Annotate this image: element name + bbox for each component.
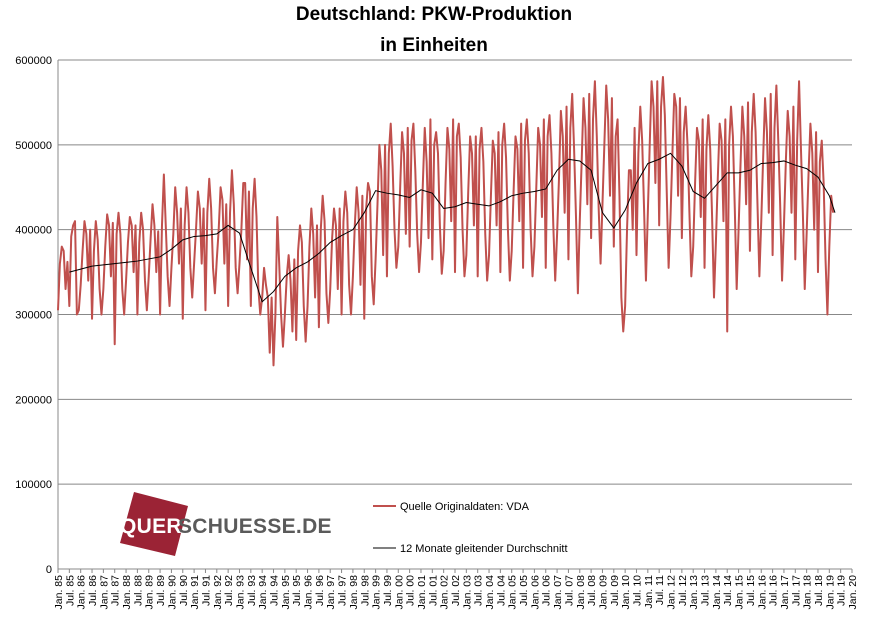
x-tick-label: Jul. 01 <box>427 575 439 606</box>
y-tick-label: 100000 <box>15 479 52 491</box>
x-tick-label: Jan. 93 <box>234 575 246 610</box>
x-tick-label: Jan. 05 <box>507 575 519 610</box>
x-tick-label: Jan. 03 <box>461 575 473 610</box>
x-tick-label: Jan. 13 <box>688 575 700 610</box>
x-tick-label: Jan. 98 <box>348 575 360 610</box>
x-tick-label: Jul. 90 <box>178 575 190 606</box>
series-line-moving-average <box>69 152 836 303</box>
x-tick-label: Jan. 15 <box>734 575 746 610</box>
x-tick-label: Jan. 16 <box>756 575 768 610</box>
logo-text-grey: SCHUESSE.DE <box>178 515 332 538</box>
y-tick-label: 200000 <box>15 394 52 406</box>
legend-label-avg: 12 Monate gleitender Durchschnitt <box>400 543 568 555</box>
x-tick-label: Jul. 06 <box>541 575 553 606</box>
x-tick-label: Jul. 98 <box>359 575 371 606</box>
x-tick-label: Jul. 03 <box>473 575 485 606</box>
x-tick-label: Jan. 96 <box>303 575 315 610</box>
x-tick-label: Jul. 87 <box>110 575 122 606</box>
x-tick-label: Jan. 20 <box>847 575 859 610</box>
x-tick-label: Jul. 96 <box>314 575 326 606</box>
x-tick-label: Jan. 91 <box>189 575 201 610</box>
logo-emblem <box>120 492 188 556</box>
y-tick-label: 300000 <box>15 310 52 322</box>
x-tick-label: Jul. 19 <box>836 575 848 606</box>
x-tick-label: Jul. 16 <box>768 575 780 606</box>
x-tick-label: Jan. 10 <box>620 575 632 610</box>
chart-title: Deutschland: PKW-Produktion <box>296 4 572 25</box>
logo-text-white: QUER <box>120 515 182 538</box>
gridlines <box>58 59 852 485</box>
x-tick-label: Jul. 17 <box>790 575 802 606</box>
x-tick-label: Jan. 85 <box>53 575 65 610</box>
x-tick-label: Jan. 88 <box>121 575 133 610</box>
x-tick-label: Jan. 07 <box>552 575 564 610</box>
x-tick-label: Jan. 92 <box>212 575 224 610</box>
x-tick-label: Jan. 94 <box>257 575 269 610</box>
x-tick-label: Jul. 00 <box>405 575 417 606</box>
x-tick-label: Jul. 92 <box>223 575 235 606</box>
x-tick-label: Jul. 93 <box>246 575 258 606</box>
x-tick-label: Jan. 06 <box>529 575 541 610</box>
x-tick-label: Jan. 99 <box>371 575 383 610</box>
x-tick-label: Jul. 91 <box>200 575 212 606</box>
x-tick-label: Jan. 97 <box>325 575 337 610</box>
x-tick-label: Jan. 09 <box>597 575 609 610</box>
x-tick-label: Jan. 18 <box>802 575 814 610</box>
legend-label-raw: Quelle Originaldaten: VDA <box>400 501 530 513</box>
x-tick-label: Jul. 02 <box>450 575 462 606</box>
x-tick-label: Jul. 10 <box>631 575 643 606</box>
x-axis-ticks: Jan. 85 Jul. 85 Jan. 86 Jul. 86 Jan. 87 Jul. … <box>53 569 859 609</box>
x-tick-label: Jan. 19 <box>824 575 836 610</box>
x-tick-label: Jul. 09 <box>609 575 621 606</box>
x-tick-label: Jan. 08 <box>575 575 587 610</box>
x-tick-label: Jan. 14 <box>711 575 723 610</box>
y-axis-ticks: 0 100000 200000 300000 400000 500000 600000 <box>15 55 52 576</box>
y-tick-label: 0 <box>46 564 52 576</box>
x-tick-label: Jul. 94 <box>269 575 281 606</box>
x-tick-label: Jan. 90 <box>166 575 178 610</box>
x-tick-label: Jan. 17 <box>779 575 791 610</box>
x-tick-label: Jul. 08 <box>586 575 598 606</box>
x-tick-label: Jul. 13 <box>700 575 712 606</box>
querschuesse-logo: QUER SCHUESSE.DE <box>120 492 332 556</box>
y-tick-label: 400000 <box>15 225 52 237</box>
x-tick-label: Jul. 07 <box>563 575 575 606</box>
series-line-raw <box>57 75 835 367</box>
x-tick-label: Jul. 04 <box>495 575 507 606</box>
x-tick-label: Jul. 89 <box>155 575 167 606</box>
x-tick-label: Jul. 12 <box>677 575 689 606</box>
x-tick-label: Jul. 18 <box>813 575 825 606</box>
x-tick-label: Jul. 88 <box>132 575 144 606</box>
x-tick-label: Jul. 99 <box>382 575 394 606</box>
x-tick-label: Jul. 11 <box>654 575 666 605</box>
legend: Quelle Originaldaten: VDA 12 Monate glei… <box>373 501 568 555</box>
x-tick-label: Jan. 86 <box>76 575 88 610</box>
x-tick-label: Jan. 00 <box>393 575 405 610</box>
y-tick-label: 600000 <box>15 55 52 67</box>
x-tick-label: Jan. 12 <box>666 575 678 610</box>
x-tick-label: Jul. 97 <box>337 575 349 606</box>
x-tick-label: Jan. 04 <box>484 575 496 610</box>
x-tick-label: Jul. 95 <box>291 575 303 606</box>
x-tick-label: Jul. 15 <box>745 575 757 606</box>
x-tick-label: Jul. 14 <box>722 575 734 606</box>
x-tick-label: Jul. 05 <box>518 575 530 606</box>
x-tick-label: Jan. 01 <box>416 575 428 610</box>
x-tick-label: Jan. 02 <box>439 575 451 610</box>
x-tick-label: Jul. 85 <box>64 575 76 606</box>
chart-subtitle: in Einheiten <box>380 35 488 56</box>
x-tick-label: Jan. 95 <box>280 575 292 610</box>
y-tick-label: 500000 <box>15 140 52 152</box>
x-tick-label: Jan. 11 <box>643 575 655 609</box>
x-tick-label: Jan. 87 <box>98 575 110 610</box>
x-tick-label: Jan. 89 <box>144 575 156 610</box>
x-tick-label: Jul. 86 <box>87 575 99 606</box>
